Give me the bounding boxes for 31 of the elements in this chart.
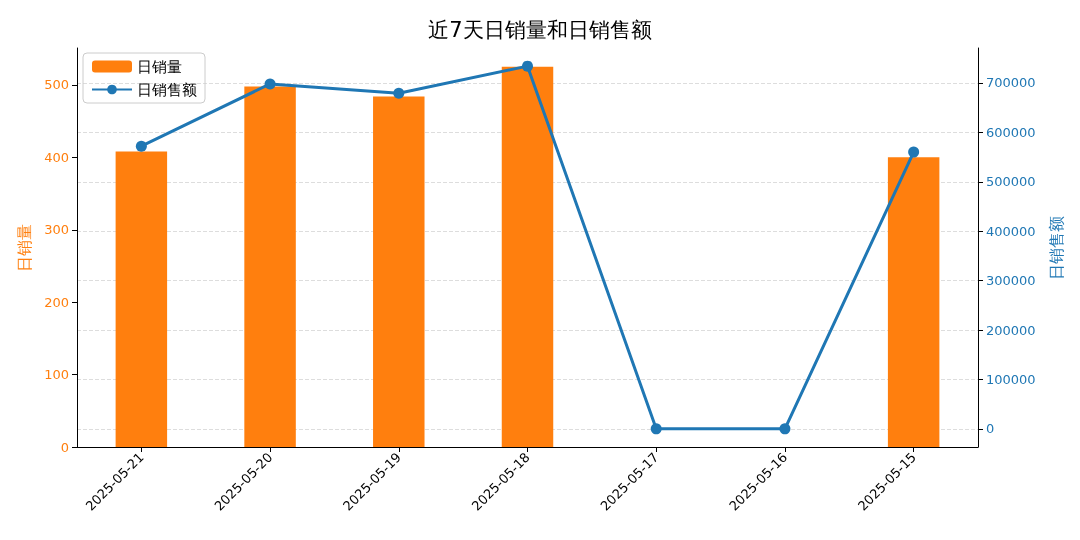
y2-tick-label: 0 (986, 421, 995, 437)
point (264, 78, 276, 90)
bar (501, 66, 554, 447)
y2-tick-label: 500000 (986, 174, 1036, 190)
y2-tick-label: 700000 (986, 75, 1036, 91)
point (779, 423, 791, 435)
chart-title: 近7天日销量和日销售额 (428, 17, 652, 42)
point (393, 87, 405, 99)
y-tick-label: 0 (60, 439, 69, 455)
legend-label: 日销售额 (137, 80, 197, 99)
y-tick-label: 500 (44, 77, 69, 93)
y-axis-title: 日销量 (14, 223, 34, 272)
y2-tick-label: 400000 (986, 223, 1036, 239)
y-tick-label: 200 (44, 294, 69, 310)
y-tick-label: 300 (44, 222, 69, 238)
y2-tick-label: 600000 (986, 124, 1036, 140)
bar (887, 157, 940, 447)
bar (115, 151, 168, 447)
y2-axis-title: 日销售额 (1046, 215, 1066, 280)
y-tick-label: 100 (44, 367, 69, 383)
y2-tick-label: 100000 (986, 371, 1036, 387)
y2-tick-label: 200000 (986, 322, 1036, 338)
point (908, 146, 920, 158)
point (522, 60, 533, 72)
bar (373, 96, 425, 447)
point (135, 140, 147, 152)
y2-tick-label: 300000 (986, 273, 1036, 289)
bar (244, 86, 296, 447)
y-tick-label: 400 (44, 149, 69, 165)
legend-label: 日销量 (137, 57, 182, 76)
point (650, 423, 662, 435)
